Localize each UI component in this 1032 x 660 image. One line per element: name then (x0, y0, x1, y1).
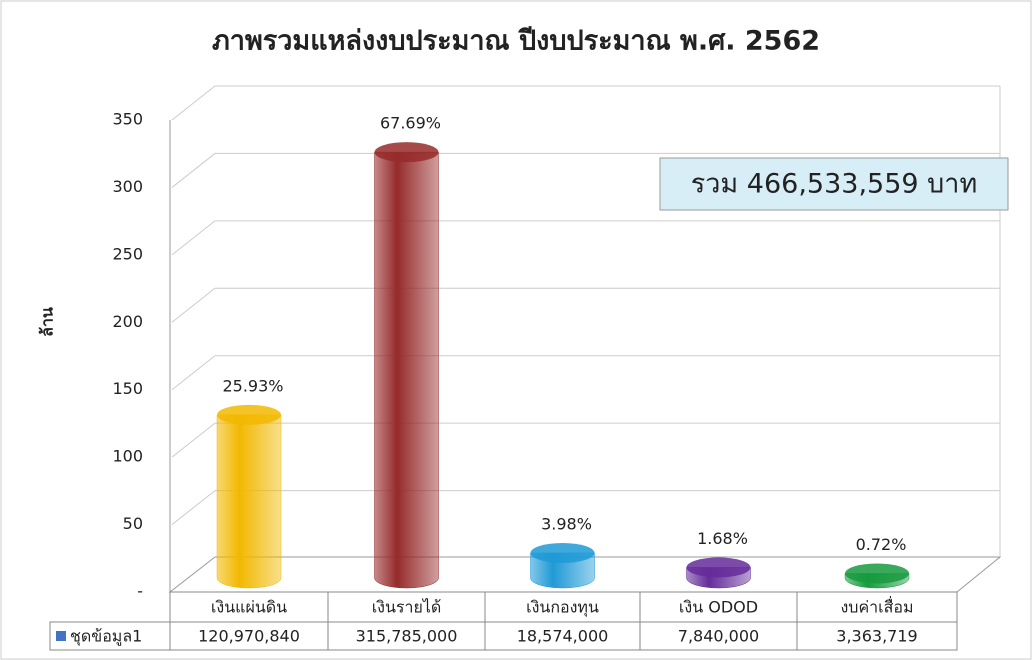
chart-title: ภาพรวมแหล่งงบประมาณ ปีงบประมาณ พ.ศ. 2562 (212, 26, 820, 57)
category-label: เงินกองทุน (526, 598, 599, 618)
y-tick-label: - (137, 582, 143, 601)
grid-line (171, 152, 1000, 188)
percent-label: 1.68% (697, 529, 748, 548)
y-tick-label: 100 (112, 447, 143, 466)
category-label: เงินรายได้ (372, 598, 442, 617)
grid-line (171, 422, 1000, 458)
grid-line (171, 220, 1000, 256)
y-tick-label: 250 (112, 244, 143, 263)
y-tick-label: 150 (112, 379, 143, 398)
legend-label: ชุดข้อมูล1 (70, 627, 142, 647)
bar (216, 414, 282, 589)
bar-top (530, 542, 595, 563)
bar-top (686, 557, 751, 578)
percent-label: 3.98% (541, 514, 592, 533)
category-label: เงินแผ่นดิน (211, 598, 287, 617)
table-value: 315,785,000 (356, 627, 458, 646)
y-axis-label: ล้าน (38, 307, 57, 337)
grid-line (171, 287, 1000, 323)
y-tick-label: 300 (112, 177, 143, 196)
bar-top (374, 142, 439, 163)
grid-line (171, 355, 1000, 391)
table-value: 18,574,000 (517, 627, 609, 646)
grid-line (171, 85, 1000, 121)
grid-line (171, 490, 1000, 525)
table-value: 120,970,840 (198, 627, 300, 646)
percent-label: 25.93% (222, 376, 283, 395)
bar-top (845, 563, 909, 584)
category-label: เงิน ODOD (679, 598, 758, 617)
y-tick-label: 200 (112, 312, 143, 331)
y-tick-label: 50 (123, 514, 143, 533)
bar-top (217, 404, 281, 425)
annotation: รวม 466,533,559 บาท (691, 169, 978, 200)
y-tick-label: 350 (112, 110, 143, 129)
percent-label: 67.69% (380, 114, 441, 133)
bar (530, 552, 595, 589)
legend-swatch (56, 631, 66, 641)
annotation-box (659, 157, 1009, 211)
bar (374, 151, 439, 589)
category-label: งบค่าเสื่อม (840, 596, 913, 617)
table-value: 7,840,000 (678, 627, 759, 646)
percent-label: 0.72% (856, 535, 907, 554)
table-value: 3,363,719 (836, 627, 917, 646)
